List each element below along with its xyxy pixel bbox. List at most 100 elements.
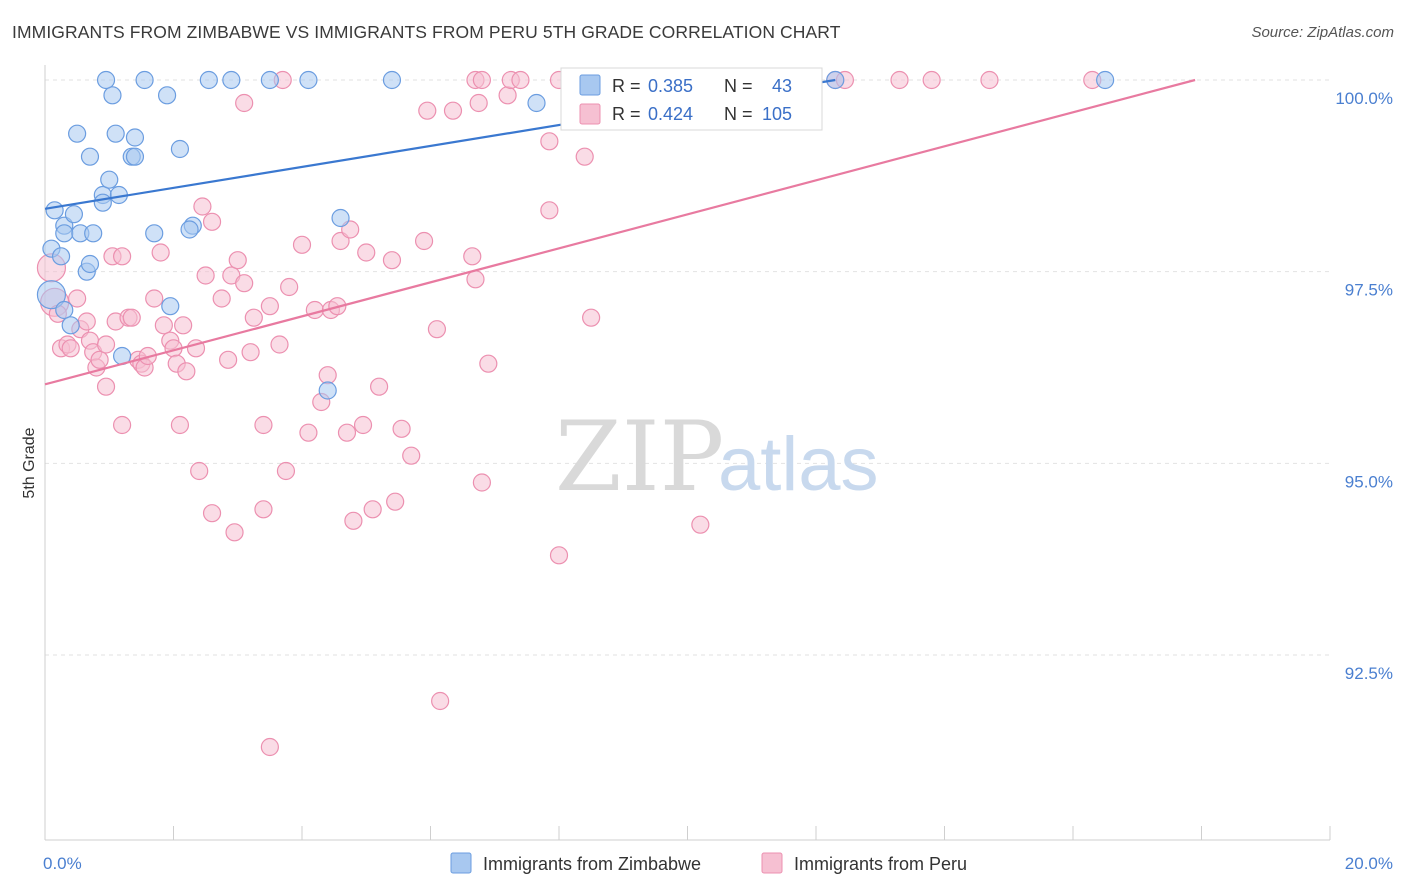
peru-point-80 [443, 101, 463, 120]
zimbabwe-point-9 [68, 124, 87, 143]
peru-point-69 [357, 243, 376, 262]
zimbabwe-point-21 [96, 70, 116, 90]
zimbabwe-point-42 [1096, 70, 1115, 90]
watermark: ZIP atlas [555, 401, 879, 513]
peru-point-18 [112, 415, 132, 435]
peru-point-68 [353, 415, 373, 435]
zimbabwe-point-14 [84, 224, 103, 243]
peru-point-70 [363, 500, 382, 519]
peru-point-31 [170, 415, 190, 435]
legend-label-zimbabwe[interactable]: Immigrants from Zimbabwe [483, 854, 701, 874]
zimbabwe-point-34 [222, 70, 241, 90]
zimbabwe-point-36 [299, 70, 318, 90]
stats-swatch-peru [579, 103, 601, 125]
gridlines [45, 79, 1330, 656]
peru-point-67 [344, 511, 363, 530]
zimbabwe-point-29 [170, 139, 190, 159]
peru-point-44 [228, 251, 247, 270]
y-axis-label: 5th Grade [21, 427, 38, 498]
legend-label-peru[interactable]: Immigrants from Peru [794, 854, 967, 874]
peru-point-79 [431, 691, 450, 711]
watermark-zip: ZIP [555, 401, 724, 513]
peru-point-53 [276, 461, 296, 481]
peru-point-73 [386, 492, 405, 511]
x-tick-label-0: 0.0% [43, 854, 82, 873]
peru-point-35 [190, 461, 209, 481]
peru-point-27 [154, 316, 173, 335]
zimbabwe-point-38 [331, 208, 350, 228]
stats-n-value-zimbabwe: 43 [772, 76, 792, 96]
zimbabwe-point-27 [157, 86, 177, 105]
peru-point-100 [922, 70, 941, 90]
zimbabwe-point-20 [103, 86, 122, 105]
peru-point-86 [479, 354, 498, 373]
stats-r-label-peru: R = [612, 104, 641, 124]
peru-point-77 [418, 101, 437, 120]
peru-point-6 [68, 289, 87, 308]
peru-point-26 [151, 243, 170, 262]
peru-point-95 [582, 308, 601, 327]
zimbabwe-point-4 [45, 201, 64, 220]
peru-point-99 [890, 70, 909, 90]
peru-point-20 [122, 308, 141, 327]
peru-point-5 [61, 339, 80, 358]
stats-legend: R = 0.385 N = 43 R = 0.424 N = 105 [560, 67, 823, 131]
legend-swatch-zimbabwe[interactable] [450, 852, 472, 874]
peru-point-8 [77, 312, 96, 331]
stats-legend-frame [560, 67, 823, 131]
zimbabwe-point-6 [61, 316, 80, 335]
peru-point-55 [235, 93, 254, 113]
zimbabwe-point-7 [55, 224, 74, 243]
zimbabwe-point-39 [382, 70, 402, 90]
peru-point-36 [193, 197, 212, 216]
peru-point-59 [305, 300, 324, 320]
peru-point-13 [96, 377, 116, 396]
peru-point-87 [498, 86, 517, 105]
stats-n-label-zimbabwe: N = [724, 76, 753, 96]
zimbabwe-point-13 [80, 147, 100, 166]
peru-point-38 [202, 212, 222, 231]
peru-point-65 [337, 423, 357, 442]
zimbabwe-point-28 [161, 297, 180, 316]
tick-labels: 100.0% 97.5% 95.0% 92.5% 0.0% 20.0% [43, 89, 1393, 873]
peru-point-46 [241, 343, 260, 362]
peru-point-47 [244, 308, 263, 327]
peru-point-32 [174, 316, 193, 335]
zimbabwe-point-33 [199, 70, 218, 90]
stats-n-label-peru: N = [724, 104, 753, 124]
peru-point-78 [427, 320, 447, 339]
peru-point-76 [414, 231, 434, 251]
y-tick-label-0: 100.0% [1335, 89, 1393, 108]
peru-point-54 [280, 277, 299, 297]
peru-point-82 [466, 270, 485, 289]
zimbabwe-point-17 [93, 193, 112, 212]
peru-point-39 [202, 504, 222, 523]
peru-point-94 [575, 147, 594, 166]
stats-r-label-zimbabwe: R = [612, 76, 641, 96]
zimbabwe-point-26 [145, 224, 164, 243]
peru-point-33 [177, 362, 196, 381]
zimbabwe-point-37 [318, 381, 337, 400]
peru-point-75 [402, 446, 421, 465]
zimbabwe-point-24 [125, 128, 145, 147]
peru-point-51 [260, 737, 279, 757]
x-tick-label-1: 20.0% [1345, 854, 1393, 873]
zimbabwe-point-31 [180, 220, 199, 239]
peru-point-61 [318, 366, 337, 385]
legend-swatch-peru[interactable] [761, 852, 783, 874]
peru-point-89 [511, 70, 530, 90]
peru-point-58 [299, 423, 318, 442]
peru-point-85 [472, 473, 491, 492]
peru-point-45 [235, 274, 254, 293]
peru-point-57 [292, 235, 312, 254]
y-tick-label-3: 92.5% [1345, 664, 1393, 683]
stats-r-value-zimbabwe: 0.385 [648, 76, 693, 96]
peru-point-40 [212, 289, 231, 308]
peru-point-72 [382, 251, 402, 270]
peru-point-48 [254, 415, 273, 435]
stats-n-value-peru: 105 [762, 104, 792, 124]
peru-point-17 [112, 247, 132, 266]
zimbabwe-point-2 [51, 247, 71, 266]
zimbabwe-point-12 [80, 254, 100, 274]
